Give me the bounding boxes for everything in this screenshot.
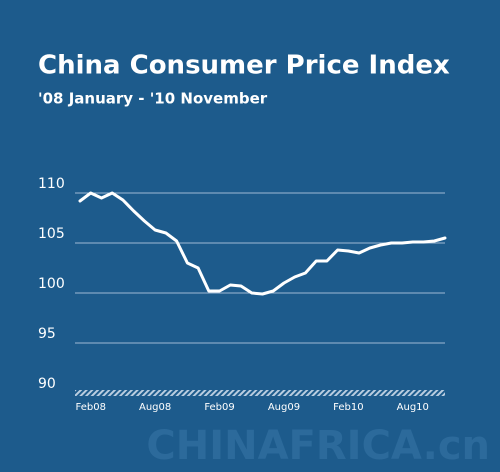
y-tick-label: 90	[38, 376, 56, 392]
chart-subtitle: '08 January - '10 November	[38, 90, 268, 108]
y-tick-label: 105	[38, 226, 65, 242]
x-tick-label: Aug09	[268, 402, 300, 413]
x-tick-label: Feb10	[333, 402, 363, 413]
y-tick-label: 95	[38, 326, 56, 342]
x-tick-label: Feb08	[76, 402, 106, 413]
data-line	[78, 191, 447, 296]
watermark: CHINAFRICA.cn	[146, 423, 490, 469]
chart-title: China Consumer Price Index	[38, 51, 450, 81]
y-tick-label: 110	[38, 176, 65, 192]
x-tick-label: Feb09	[204, 402, 234, 413]
y-tick-label: 100	[38, 276, 65, 292]
x-tick-label: Aug10	[397, 402, 429, 413]
x-tick-label: Aug08	[139, 402, 171, 413]
baseline	[75, 390, 445, 396]
